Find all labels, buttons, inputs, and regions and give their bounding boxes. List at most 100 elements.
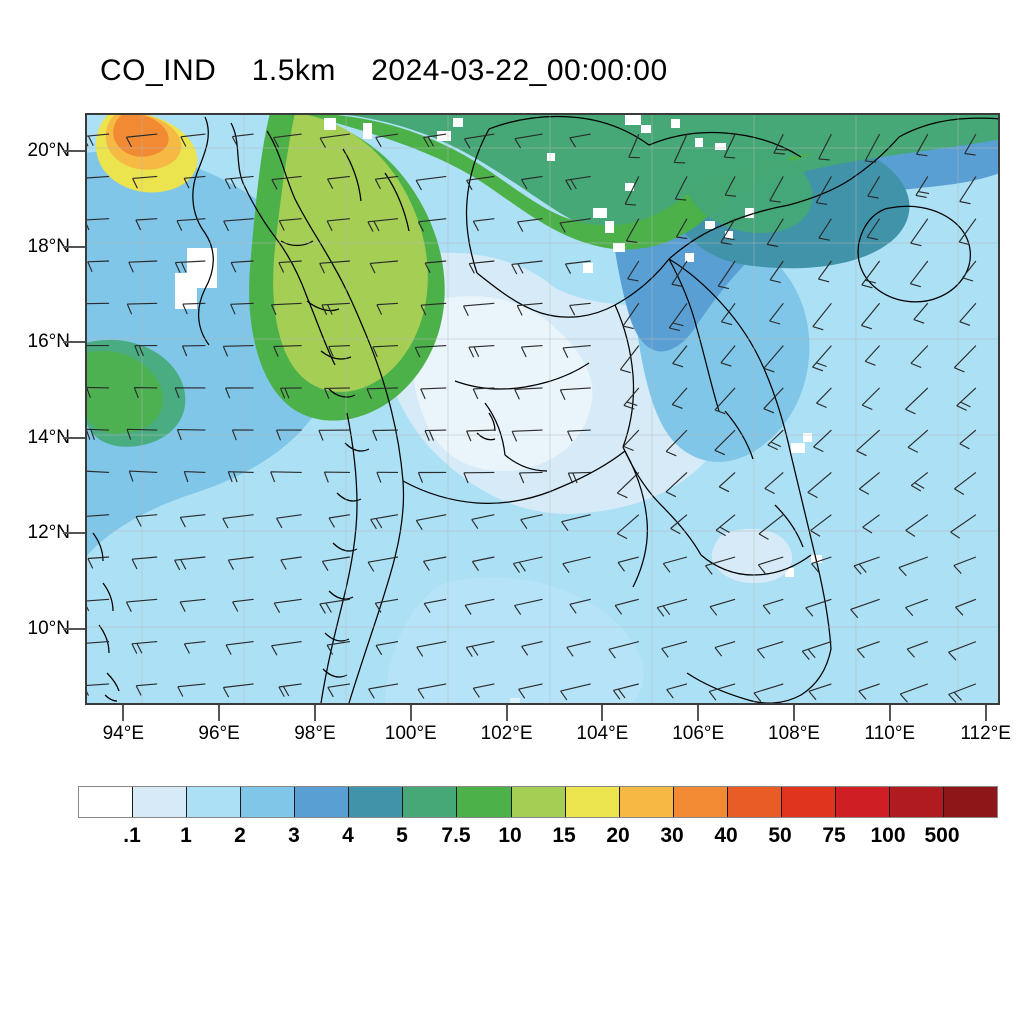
wind-barb [174,556,206,571]
colorbar-tick-label: 15 [552,824,576,847]
colorbar-tick-label: 50 [768,824,792,847]
wind-barb [567,429,591,442]
wind-barb [128,470,158,482]
colorbar-cell[interactable] [349,787,404,817]
wind-barb [964,133,977,156]
wind-barb [956,387,977,411]
colorbar-cell[interactable] [403,787,458,817]
wind-barb [128,260,158,273]
wind-barb [514,598,543,615]
wind-barb [675,218,688,240]
wind-barb [714,641,736,657]
wind-barb [367,218,399,232]
wind-barb [374,598,399,613]
wind-barb [915,133,929,157]
y-tick-label: 18°N [27,235,70,257]
wind-barb [326,175,350,189]
terrain-white-patches [175,115,822,705]
wind-barb [813,429,832,453]
x-tick-mark [122,705,125,721]
wind-barb [720,218,736,245]
wind-barb [562,556,591,574]
wind-barb [415,514,447,531]
colorbar-cell[interactable] [781,787,836,817]
wind-barb [367,556,399,572]
wind-barb [511,260,543,275]
wind-barb [180,133,206,147]
wind-barb [232,598,254,612]
wind-barb [85,345,110,347]
wind-barb [131,556,158,570]
wind-barb [271,175,302,190]
wind-barb [861,260,881,289]
wind-barb [958,218,977,246]
wind-barb [424,260,447,274]
wind-barb [224,175,254,190]
wind-barb [518,471,543,484]
wind-barb [369,260,399,274]
wind-barb [807,471,832,499]
y-tick-label: 12°N [27,522,70,544]
colorbar-cell[interactable] [241,787,296,817]
colorbar-cell[interactable] [457,787,512,817]
wind-barb [616,514,640,540]
wind-barb [516,218,543,232]
wind-barb [910,218,929,247]
wind-barb [85,175,110,179]
colorbar-cell[interactable] [511,787,566,817]
colorbar-cell[interactable] [133,787,188,817]
wind-barb [624,176,640,206]
colorbar-tick-label: 1 [180,824,192,847]
wind-barb [861,387,881,411]
wind-barb [468,260,495,274]
wind-barb [417,218,447,232]
wind-barb [135,683,158,696]
colorbar-cell[interactable] [79,787,134,817]
wind-barb [559,387,591,401]
wind-barb [462,302,495,316]
wind-barb [856,641,880,659]
wind-barb [948,641,977,661]
wind-barb [414,345,447,358]
wind-barb [860,302,881,330]
colorbar-labels: .1 1 2 3 4 5 7.5 10 15 20 30 40 50 75 100 500 [78,824,996,850]
wind-barb [511,429,543,442]
wind-barb [763,387,784,414]
wind-barb [415,175,447,191]
wind-barb [608,641,639,659]
wind-barb [709,598,736,616]
colorbar-cell[interactable] [889,787,944,817]
wind-barb [818,133,832,161]
colorbar-cell[interactable] [727,787,782,817]
wind-barb [181,345,206,357]
wind-barb [366,387,399,400]
wind-barb [812,345,832,372]
wind-barb [463,133,495,149]
colorbar[interactable] [78,786,998,818]
colorbar-cell[interactable] [944,787,998,817]
colorbar-cell[interactable] [187,787,242,817]
colorbar-tick-label: 3 [288,824,300,847]
colorbar-cell[interactable] [565,787,620,817]
colorbar-tick-label: 7.5 [441,824,471,847]
colorbar-cell[interactable] [619,787,674,817]
colorbar-cell[interactable] [835,787,890,817]
wind-barb [327,683,350,698]
wind-barb [375,133,399,148]
map-plot-area[interactable] [85,113,1000,705]
wind-barb [612,683,639,700]
wind-barb [569,133,591,148]
wind-barb [126,302,158,315]
colorbar-cell[interactable] [673,787,728,817]
wind-barb [717,260,736,290]
x-tick-label: 98°E [294,723,336,744]
colorbar-cell[interactable] [295,787,350,817]
colorbar-tick-label: 20 [606,824,630,847]
wind-barb [812,302,832,331]
wind-barb [714,387,736,415]
wind-barb [769,260,784,284]
wind-barb [815,176,832,205]
wind-barb [668,302,688,332]
wind-barb [959,429,977,450]
wind-barb [622,302,640,330]
